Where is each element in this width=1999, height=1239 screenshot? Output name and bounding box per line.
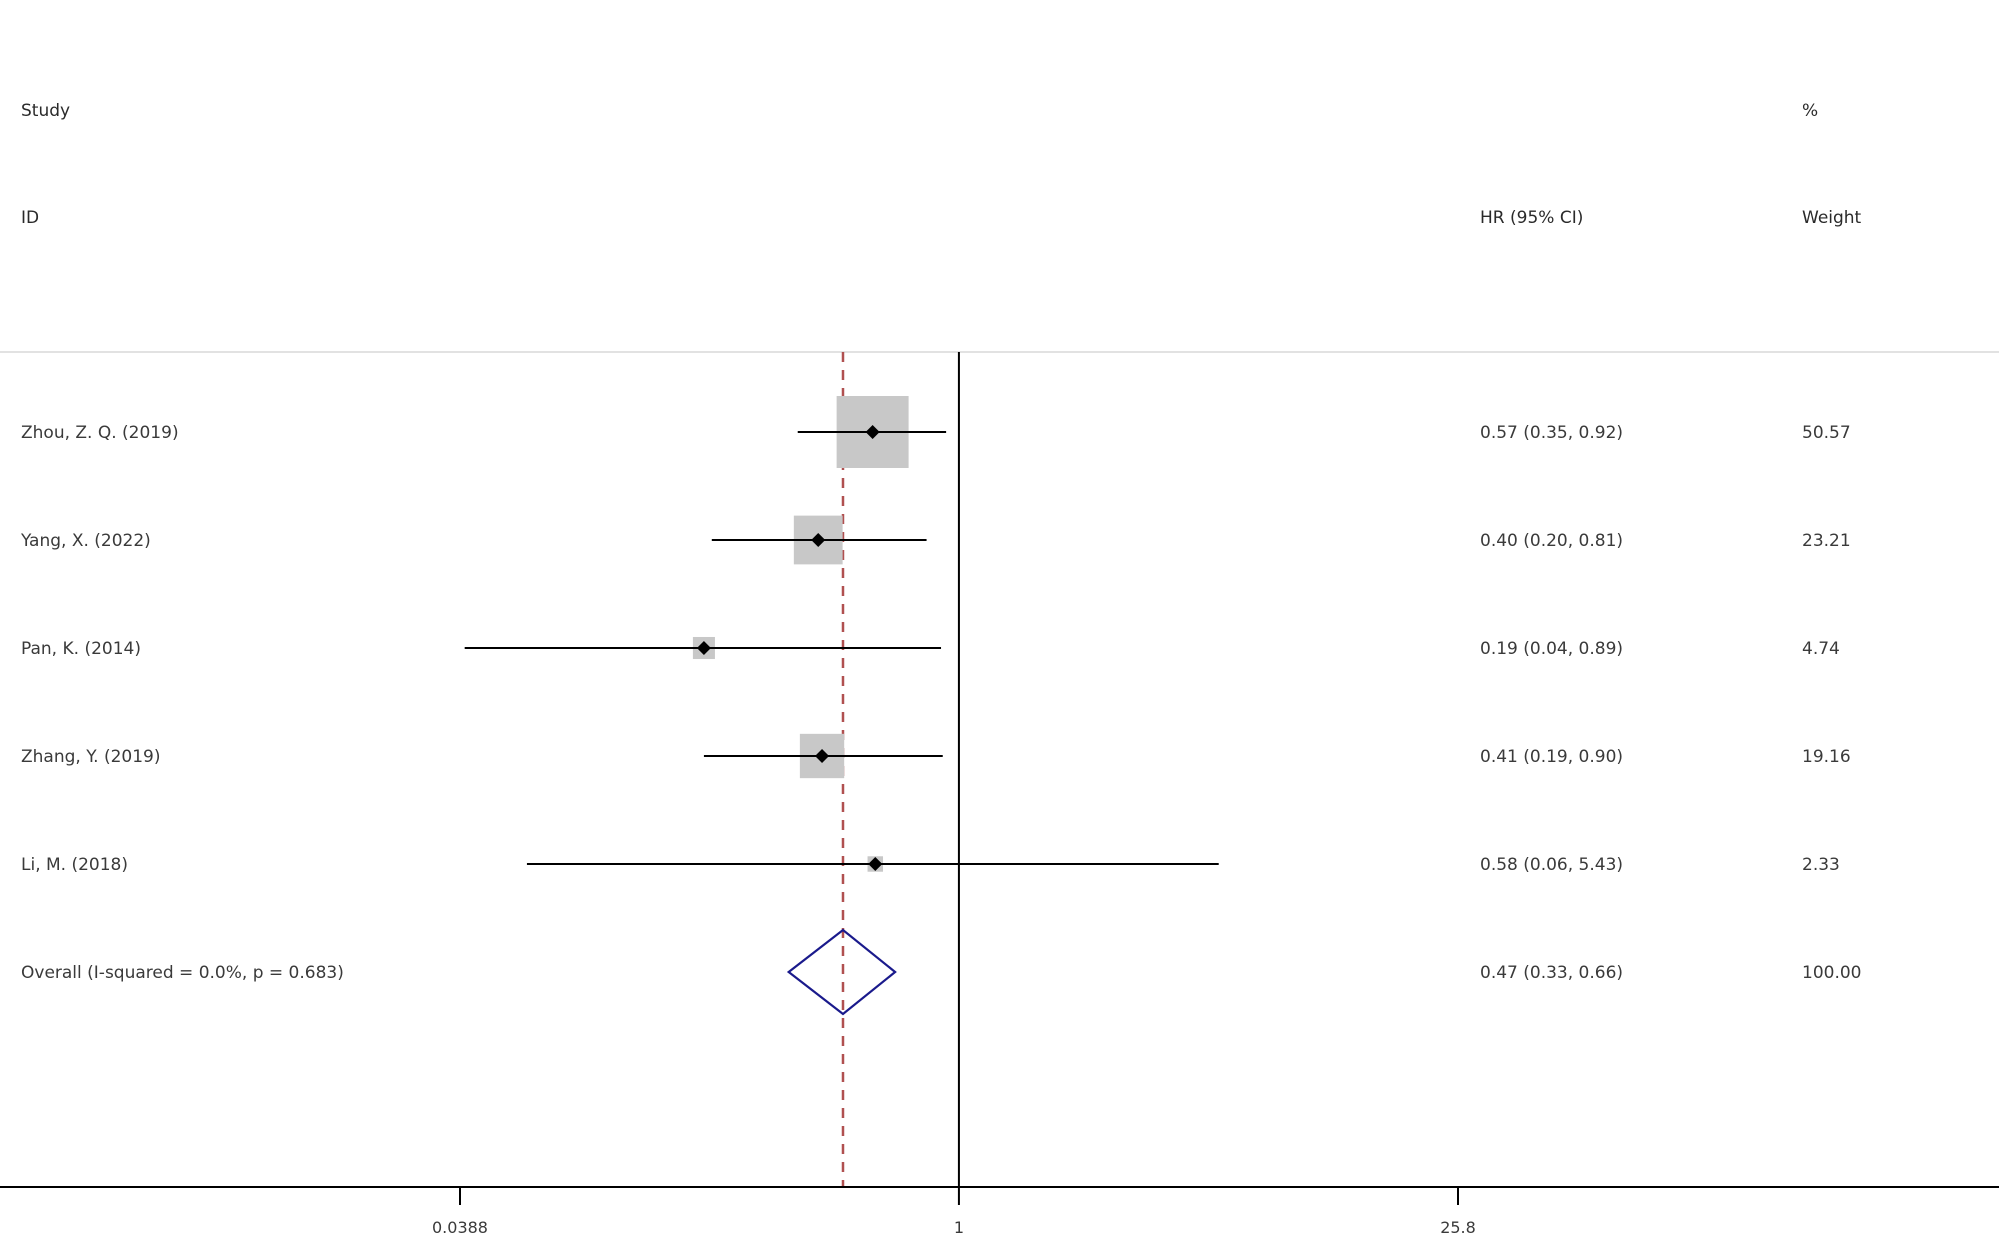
study-label: Pan, K. (2014) [21,639,141,659]
overall-label: Overall (I-squared = 0.0%, p = 0.683) [21,963,344,983]
weight-value: 23.21 [1802,531,1851,551]
point-estimate [811,533,826,547]
weight-value: 50.57 [1802,423,1851,443]
study-label: Li, M. (2018) [21,855,128,875]
study-rows: Zhou, Z. Q. (2019) 0.57 (0.35, 0.92) 50.57… [20,352,1861,1187]
study-label: Yang, X. (2022) [20,531,151,551]
ci-value: 0.41 (0.19, 0.90) [1480,747,1623,767]
study-label: Zhou, Z. Q. (2019) [21,423,179,443]
weight-header: Weight [1802,208,1862,228]
study-label: Zhang, Y. (2019) [21,747,161,767]
overall-weight-value: 100.00 [1802,963,1861,983]
ci-value: 0.58 (0.06, 5.43) [1480,855,1623,875]
point-estimate [868,857,883,871]
ci-value: 0.57 (0.35, 0.92) [1480,423,1623,443]
study-header: Study [21,101,70,121]
x-tick-label: 1 [954,1218,964,1237]
percent-header: % [1802,101,1818,121]
ci-value: 0.19 (0.04, 0.89) [1480,639,1623,659]
point-estimate [815,749,830,763]
weight-value: 4.74 [1802,639,1840,659]
id-header: ID [21,208,39,228]
x-tick-label: 25.8 [1440,1218,1476,1237]
x-tick-label: 0.0388 [432,1218,488,1237]
overall-diamond [786,928,897,1016]
x-axis: 0.0388 1 25.8 [0,1186,1999,1237]
effect-header: HR (95% CI) [1480,208,1583,228]
point-estimate [865,425,880,439]
weight-value: 19.16 [1802,747,1851,767]
weight-value: 2.33 [1802,855,1840,875]
overall-ci-value: 0.47 (0.33, 0.66) [1480,963,1623,983]
point-estimate [696,641,711,655]
ci-value: 0.40 (0.20, 0.81) [1480,531,1623,551]
